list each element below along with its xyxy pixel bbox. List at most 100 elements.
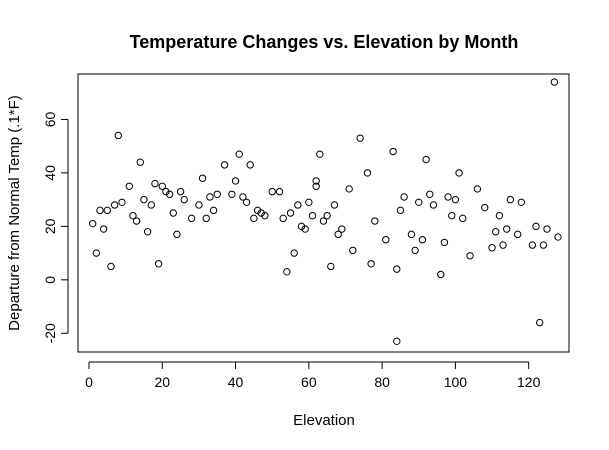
data-point bbox=[279, 214, 287, 223]
data-point bbox=[492, 228, 500, 236]
data-point bbox=[242, 198, 251, 207]
data-point bbox=[514, 230, 522, 239]
data-point bbox=[532, 222, 540, 231]
y-tick-label: -20 bbox=[42, 323, 58, 343]
y-tick-label: 40 bbox=[42, 165, 58, 181]
data-point bbox=[257, 209, 265, 217]
data-point bbox=[283, 268, 291, 276]
data-point bbox=[393, 337, 401, 346]
data-point bbox=[261, 211, 269, 220]
data-point bbox=[466, 252, 474, 260]
x-tick-label: 60 bbox=[301, 374, 317, 390]
data-point bbox=[220, 161, 229, 169]
data-point bbox=[246, 161, 254, 169]
data-point bbox=[327, 262, 335, 271]
data-point bbox=[132, 217, 141, 225]
data-point bbox=[129, 211, 137, 220]
data-point bbox=[363, 169, 372, 177]
data-points bbox=[88, 78, 562, 346]
data-point bbox=[180, 195, 188, 204]
data-point bbox=[499, 241, 507, 249]
data-point bbox=[382, 236, 390, 244]
data-point bbox=[323, 211, 331, 220]
data-point bbox=[162, 187, 170, 196]
data-point bbox=[136, 158, 144, 166]
data-point bbox=[308, 211, 317, 220]
data-point bbox=[297, 222, 306, 231]
x-axis-label: Elevation bbox=[293, 412, 355, 429]
data-point bbox=[151, 179, 159, 188]
data-point bbox=[96, 206, 104, 215]
data-point bbox=[319, 217, 328, 225]
data-point bbox=[367, 260, 375, 268]
data-point bbox=[330, 201, 339, 209]
x-tick-label: 80 bbox=[374, 374, 390, 390]
plot-area-frame bbox=[77, 73, 570, 353]
data-point bbox=[411, 246, 419, 255]
data-point bbox=[543, 225, 551, 233]
data-point bbox=[154, 260, 163, 268]
x-tick-label: 40 bbox=[228, 374, 244, 390]
data-point bbox=[195, 201, 203, 209]
data-point bbox=[550, 78, 559, 86]
x-tick-label: 20 bbox=[154, 374, 170, 390]
chart-title: Temperature Changes vs. Elevation by Mon… bbox=[130, 32, 519, 52]
data-point bbox=[158, 182, 166, 190]
data-point bbox=[429, 201, 438, 209]
data-point bbox=[143, 228, 152, 236]
data-point bbox=[554, 233, 562, 241]
data-point bbox=[437, 270, 445, 279]
data-point bbox=[312, 177, 320, 185]
data-point bbox=[235, 150, 243, 158]
y-tick-label: 0 bbox=[42, 276, 58, 284]
data-point bbox=[371, 217, 379, 225]
data-point bbox=[206, 193, 214, 201]
data-point bbox=[239, 193, 247, 201]
data-point bbox=[393, 265, 401, 273]
x-tick-label: 0 bbox=[85, 374, 93, 390]
data-point bbox=[213, 190, 221, 198]
data-point bbox=[415, 198, 423, 207]
data-point bbox=[92, 249, 101, 257]
data-point bbox=[286, 209, 295, 217]
data-point bbox=[451, 195, 460, 204]
data-point bbox=[539, 241, 548, 249]
data-point bbox=[103, 206, 112, 215]
data-point bbox=[356, 134, 364, 142]
data-point bbox=[228, 190, 236, 198]
data-point bbox=[349, 246, 357, 255]
data-point bbox=[176, 187, 185, 196]
data-point bbox=[481, 203, 489, 212]
data-point bbox=[294, 201, 302, 209]
data-point bbox=[488, 244, 496, 252]
x-tick-label: 120 bbox=[517, 374, 541, 390]
data-point bbox=[506, 195, 515, 204]
data-point bbox=[440, 238, 449, 247]
data-point bbox=[422, 155, 430, 164]
data-point bbox=[107, 262, 115, 271]
data-point bbox=[114, 131, 123, 140]
data-point bbox=[312, 182, 320, 190]
data-point bbox=[250, 214, 258, 223]
data-point bbox=[118, 198, 126, 207]
data-point bbox=[448, 211, 456, 220]
y-tick-label: 20 bbox=[42, 218, 58, 234]
data-point bbox=[345, 185, 353, 193]
data-point bbox=[202, 214, 210, 223]
x-tick-label: 100 bbox=[444, 374, 468, 390]
data-point bbox=[253, 206, 262, 215]
y-axis-label: Departure from Normal Temp (.1*F) bbox=[6, 95, 23, 331]
data-point bbox=[275, 187, 284, 196]
data-point bbox=[396, 206, 405, 215]
data-point bbox=[535, 318, 544, 327]
data-point bbox=[305, 198, 313, 207]
data-point bbox=[187, 214, 196, 223]
data-point bbox=[173, 230, 181, 239]
data-point bbox=[455, 169, 463, 177]
data-point bbox=[209, 206, 218, 215]
y-axis: -20 0 20 40 60 bbox=[42, 111, 69, 343]
data-point bbox=[338, 225, 346, 233]
data-point bbox=[389, 147, 397, 156]
data-point bbox=[125, 182, 133, 190]
